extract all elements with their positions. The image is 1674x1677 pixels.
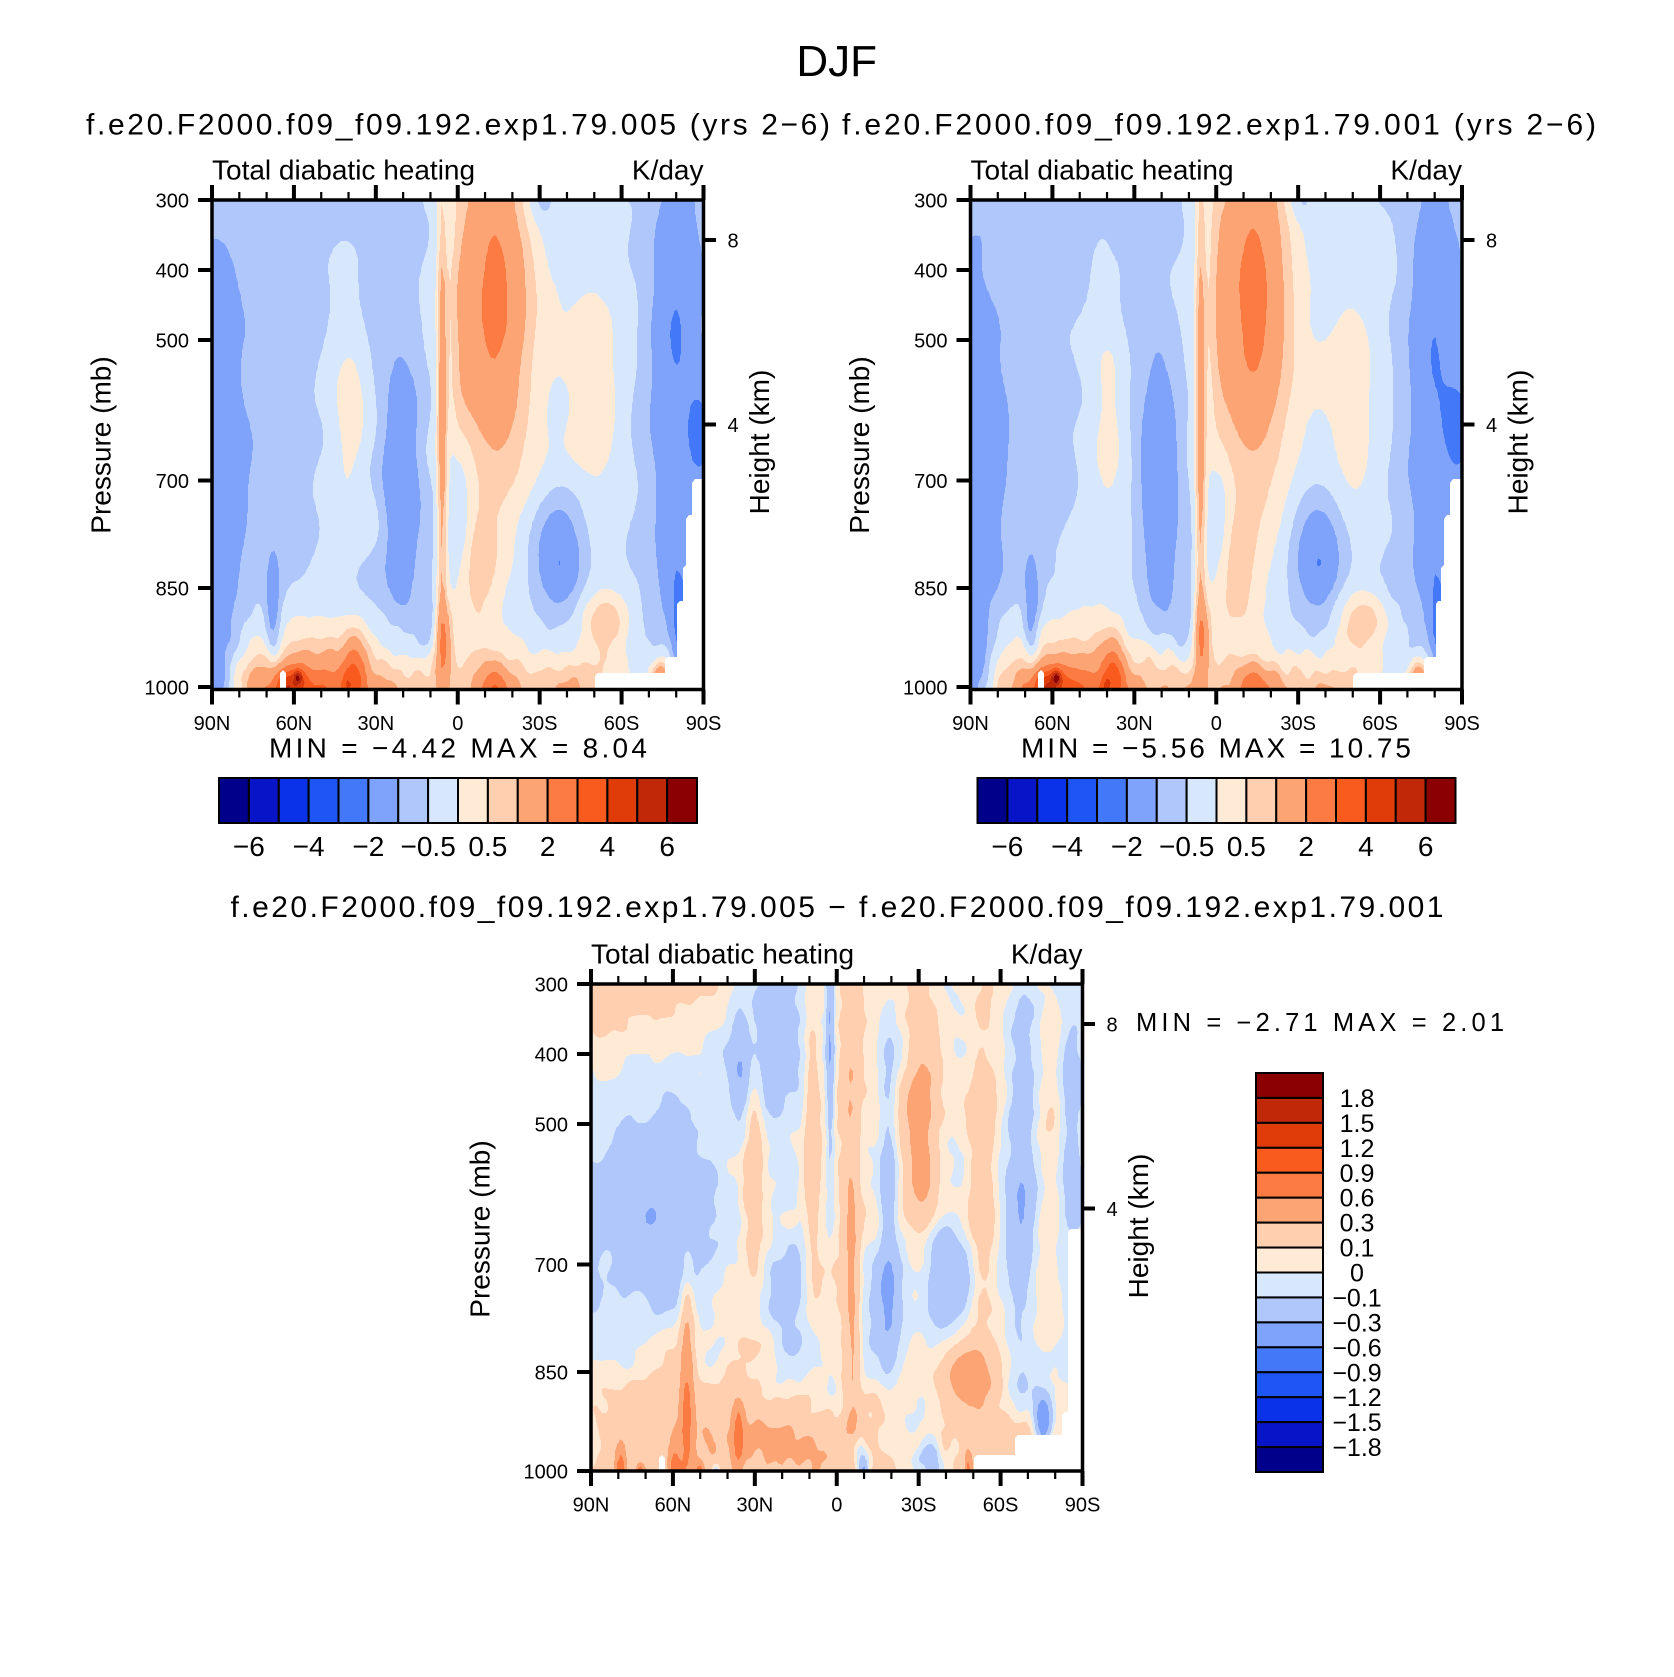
svg-text:6: 6	[1418, 831, 1434, 862]
svg-text:500: 500	[156, 330, 189, 352]
svg-text:−0.6: −0.6	[1332, 1334, 1381, 1362]
svg-text:8: 8	[727, 230, 738, 252]
svg-text:300: 300	[156, 190, 189, 212]
svg-text:−1.5: −1.5	[1332, 1409, 1381, 1437]
svg-text:−0.5: −0.5	[1159, 831, 1214, 862]
svg-text:−6: −6	[233, 831, 265, 862]
svg-text:−0.5: −0.5	[400, 831, 455, 862]
svg-text:1000: 1000	[145, 677, 190, 699]
svg-text:Height (km): Height (km)	[1503, 370, 1534, 515]
svg-text:30S: 30S	[1280, 713, 1316, 735]
svg-text:300: 300	[914, 190, 947, 212]
svg-text:90N: 90N	[952, 713, 989, 735]
svg-text:850: 850	[156, 578, 189, 600]
svg-text:−6: −6	[991, 831, 1023, 862]
svg-text:−2: −2	[352, 831, 384, 862]
svg-text:400: 400	[156, 260, 189, 282]
svg-text:Pressure (mb): Pressure (mb)	[465, 1140, 496, 1317]
svg-text:700: 700	[914, 471, 947, 493]
svg-text:700: 700	[535, 1255, 568, 1277]
svg-text:K/day: K/day	[1390, 155, 1462, 186]
svg-text:60N: 60N	[655, 1495, 692, 1517]
svg-text:90N: 90N	[573, 1495, 610, 1517]
svg-text:60S: 60S	[983, 1495, 1019, 1517]
svg-text:60S: 60S	[1362, 713, 1398, 735]
svg-text:400: 400	[914, 260, 947, 282]
svg-text:Pressure (mb): Pressure (mb)	[86, 356, 117, 533]
svg-text:Total diabatic heating: Total diabatic heating	[591, 939, 854, 970]
svg-text:6: 6	[659, 831, 675, 862]
svg-text:0.9: 0.9	[1340, 1160, 1375, 1188]
svg-text:8: 8	[1486, 230, 1497, 252]
svg-text:0.5: 0.5	[468, 831, 507, 862]
svg-text:300: 300	[535, 974, 568, 996]
svg-text:Total diabatic heating: Total diabatic heating	[971, 155, 1234, 186]
svg-text:4: 4	[1106, 1199, 1117, 1221]
svg-text:30N: 30N	[736, 1495, 773, 1517]
svg-text:0: 0	[1350, 1260, 1364, 1288]
svg-text:1.8: 1.8	[1340, 1085, 1375, 1113]
svg-text:2: 2	[1298, 831, 1314, 862]
svg-text:700: 700	[156, 471, 189, 493]
svg-text:2: 2	[540, 831, 556, 862]
svg-text:90S: 90S	[686, 713, 722, 735]
svg-text:0.1: 0.1	[1340, 1235, 1375, 1263]
svg-text:Total diabatic heating: Total diabatic heating	[212, 155, 475, 186]
svg-text:4: 4	[727, 415, 738, 437]
svg-text:0: 0	[831, 1495, 842, 1517]
svg-text:Pressure (mb): Pressure (mb)	[844, 356, 875, 533]
svg-text:850: 850	[914, 578, 947, 600]
svg-text:1000: 1000	[903, 677, 948, 699]
svg-text:500: 500	[535, 1114, 568, 1136]
svg-text:8: 8	[1106, 1014, 1117, 1036]
svg-text:f.e20.F2000.f09_f09.192.exp1.7: f.e20.F2000.f09_f09.192.exp1.79.001 (yrs…	[842, 109, 1596, 142]
svg-text:−0.1: −0.1	[1332, 1284, 1381, 1312]
svg-text:850: 850	[535, 1362, 568, 1384]
svg-text:4: 4	[1358, 831, 1374, 862]
svg-text:500: 500	[914, 330, 947, 352]
svg-text:90S: 90S	[1065, 1495, 1101, 1517]
svg-text:f.e20.F2000.f09_f09.192.exp1.7: f.e20.F2000.f09_f09.192.exp1.79.005 − f.…	[231, 891, 1444, 924]
svg-text:0.5: 0.5	[1227, 831, 1266, 862]
svg-text:−4: −4	[293, 831, 325, 862]
svg-text:400: 400	[535, 1044, 568, 1066]
svg-text:0: 0	[1211, 713, 1222, 735]
svg-text:−0.3: −0.3	[1332, 1309, 1381, 1337]
svg-text:−4: −4	[1051, 831, 1083, 862]
svg-text:30S: 30S	[522, 713, 558, 735]
svg-text:K/day: K/day	[1011, 939, 1083, 970]
svg-text:0: 0	[452, 713, 463, 735]
svg-text:−0.9: −0.9	[1332, 1359, 1381, 1387]
svg-text:60S: 60S	[604, 713, 640, 735]
svg-text:f.e20.F2000.f09_f09.192.exp1.7: f.e20.F2000.f09_f09.192.exp1.79.005 (yrs…	[86, 109, 830, 142]
svg-text:K/day: K/day	[632, 155, 704, 186]
svg-text:−1.2: −1.2	[1332, 1384, 1381, 1412]
svg-text:90N: 90N	[194, 713, 231, 735]
svg-text:−2: −2	[1111, 831, 1143, 862]
svg-text:Height (km): Height (km)	[744, 370, 775, 515]
svg-text:30S: 30S	[901, 1495, 937, 1517]
svg-text:1.5: 1.5	[1340, 1110, 1375, 1138]
svg-text:4: 4	[600, 831, 616, 862]
svg-text:60N: 60N	[276, 713, 313, 735]
svg-text:30N: 30N	[1116, 713, 1153, 735]
svg-text:90S: 90S	[1444, 713, 1480, 735]
svg-text:30N: 30N	[357, 713, 394, 735]
svg-text:−1.8: −1.8	[1332, 1434, 1381, 1462]
svg-text:0.3: 0.3	[1340, 1210, 1375, 1238]
svg-text:60N: 60N	[1034, 713, 1071, 735]
svg-text:0.6: 0.6	[1340, 1185, 1375, 1213]
svg-text:1000: 1000	[524, 1461, 569, 1483]
svg-text:DJF: DJF	[796, 37, 877, 86]
svg-text:Height (km): Height (km)	[1123, 1154, 1154, 1299]
svg-text:1.2: 1.2	[1340, 1135, 1375, 1163]
svg-text:4: 4	[1486, 415, 1497, 437]
